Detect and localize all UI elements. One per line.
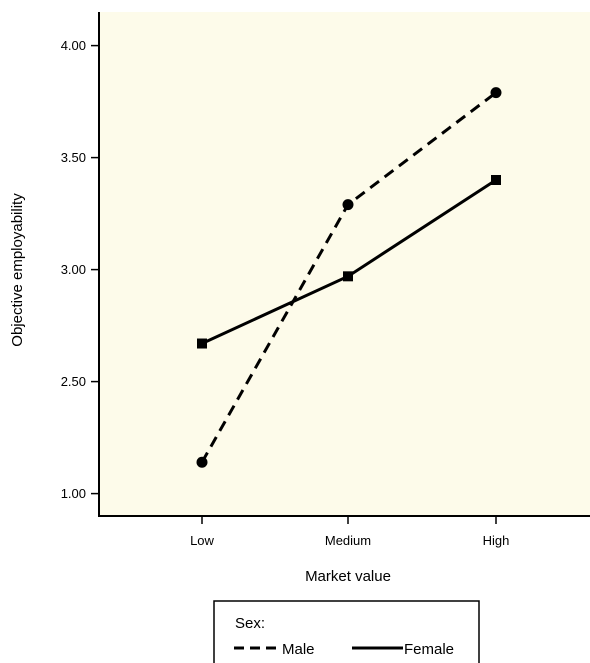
y-tick-label: 2.50 <box>61 374 86 389</box>
legend: Sex: Male Female <box>213 600 480 663</box>
legend-box <box>213 600 480 663</box>
x-axis-ticks: Low Medium High <box>190 516 509 548</box>
data-point-female <box>197 338 207 349</box>
y-tick-label: 4.00 <box>61 38 86 53</box>
y-axis-title: Objective employability <box>9 193 26 347</box>
plot-background <box>99 12 590 516</box>
data-point-male <box>342 199 354 211</box>
y-tick-label: 1.00 <box>61 486 86 501</box>
legend-entry-male: Male <box>282 641 315 658</box>
data-point-female <box>491 175 501 185</box>
y-axis-ticks: 1.00 2.50 3.00 3.50 4.00 <box>61 38 99 501</box>
data-point-male <box>196 456 208 468</box>
series-layer <box>196 87 502 468</box>
x-tick-label: Medium <box>325 533 371 548</box>
y-tick-label: 3.50 <box>61 150 86 165</box>
data-point-female <box>343 271 353 282</box>
legend-title: Sex: <box>235 615 265 632</box>
data-point-male <box>490 87 502 99</box>
x-tick-label: High <box>483 533 510 548</box>
y-tick-label: 3.00 <box>61 262 86 277</box>
x-axis-title: Market value <box>305 568 391 585</box>
x-tick-label: Low <box>190 533 214 548</box>
legend-entry-female: Female <box>404 641 454 658</box>
